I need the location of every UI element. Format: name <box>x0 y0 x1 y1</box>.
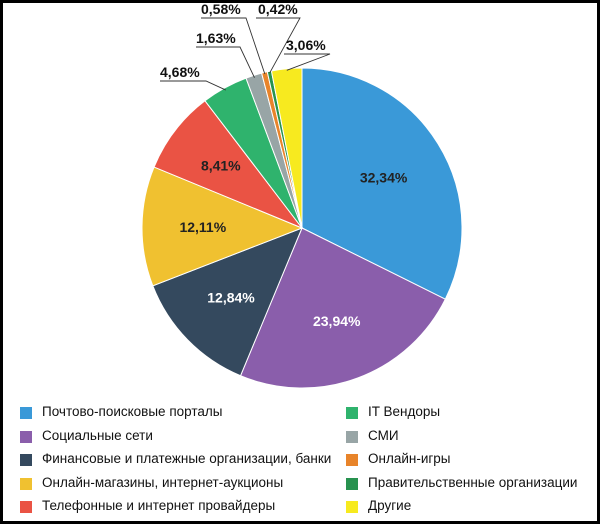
legend-label: Телефонные и интернет провайдеры <box>42 498 276 513</box>
slice-2 <box>239 227 446 389</box>
legend-swatch <box>346 501 358 513</box>
slice-label-9: 0,42% <box>258 1 298 17</box>
slice-4 <box>141 166 304 287</box>
legend-swatch <box>20 477 32 490</box>
legend-swatch <box>20 454 32 466</box>
slice-label-2: 23,94% <box>313 313 361 329</box>
slice-label-6: 4,68% <box>160 64 200 80</box>
slice-label-4: 12,11% <box>179 219 226 235</box>
leader-line-9 <box>256 17 301 74</box>
legend-swatch <box>346 454 358 466</box>
legend-label: Правительственные организации <box>368 474 578 490</box>
legend-swatch <box>20 407 32 419</box>
slice-label-8: 0,58% <box>201 1 241 17</box>
slice-label-3: 12,84% <box>207 289 255 305</box>
legend-label: Онлайн-магазины, интернет-аукционы <box>42 474 284 490</box>
legend-label: СМИ <box>368 427 399 443</box>
legend-label: Социальные сети <box>42 427 153 443</box>
slice-label-10: 3,06% <box>286 37 326 53</box>
legend-label: Другие <box>368 498 412 513</box>
legend-label: Финансовые и платежные организации, банк… <box>42 451 332 466</box>
slice-label-5: 8,41% <box>201 158 241 174</box>
slice-5 <box>153 100 304 230</box>
slice-label-1: 32,34% <box>360 169 408 185</box>
legend-swatch <box>346 430 358 443</box>
legend-label: Почтово-поисковые порталы <box>42 404 223 419</box>
leader-line-8 <box>201 17 266 75</box>
legend-swatch <box>20 430 32 443</box>
slice-1 <box>301 67 463 300</box>
slice-10 <box>270 67 303 229</box>
slice-3 <box>152 227 303 377</box>
legend-label: Онлайн-игры <box>368 451 451 466</box>
leader-line-10 <box>284 53 331 71</box>
leader-line-7 <box>196 46 255 78</box>
legend-swatch <box>346 407 358 419</box>
legend-swatch <box>20 501 32 513</box>
legend-label: IT Вендоры <box>368 404 441 419</box>
legend-swatch <box>346 477 358 490</box>
slice-label-7: 1,63% <box>196 30 236 46</box>
leader-line-6 <box>160 80 227 91</box>
